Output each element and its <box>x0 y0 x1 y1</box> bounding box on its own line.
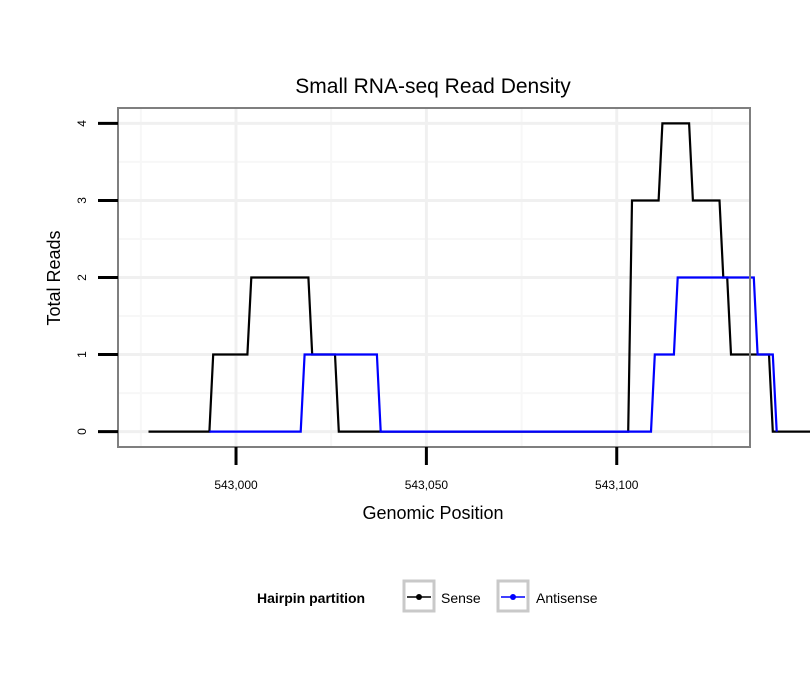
y-axis-title: Total Reads <box>44 230 64 325</box>
legend-item-sense[interactable]: Sense <box>402 579 481 613</box>
x-axis-title: Genomic Position <box>362 503 503 523</box>
legend: Hairpin partition Sense Antisense <box>257 579 598 613</box>
series-line-antisense <box>209 276 778 433</box>
legend-key-sense <box>402 579 436 613</box>
legend-label-antisense: Antisense <box>536 590 598 606</box>
legend-label-sense: Sense <box>441 590 481 606</box>
legend-title: Hairpin partition <box>257 590 365 606</box>
x-tick-label: 543,000 <box>214 478 258 492</box>
x-tick-label: 543,050 <box>405 478 449 492</box>
y-tick-label: 1 <box>75 351 89 358</box>
y-tick-label: 4 <box>75 120 89 127</box>
y-axis: 0 1 2 3 4 <box>75 120 118 435</box>
x-tick-label: 543,100 <box>595 478 639 492</box>
legend-point-antisense <box>510 594 516 600</box>
chart-title: Small RNA-seq Read Density <box>295 75 571 98</box>
legend-point-sense <box>416 594 422 600</box>
y-tick-label: 2 <box>75 274 89 281</box>
x-axis: 543,000 543,050 543,100 <box>214 447 639 492</box>
y-tick-label: 0 <box>75 428 89 435</box>
legend-item-antisense[interactable]: Antisense <box>496 579 598 613</box>
series-layer <box>148 122 810 433</box>
series-line-sense <box>148 122 810 433</box>
y-tick-label: 3 <box>75 197 89 204</box>
